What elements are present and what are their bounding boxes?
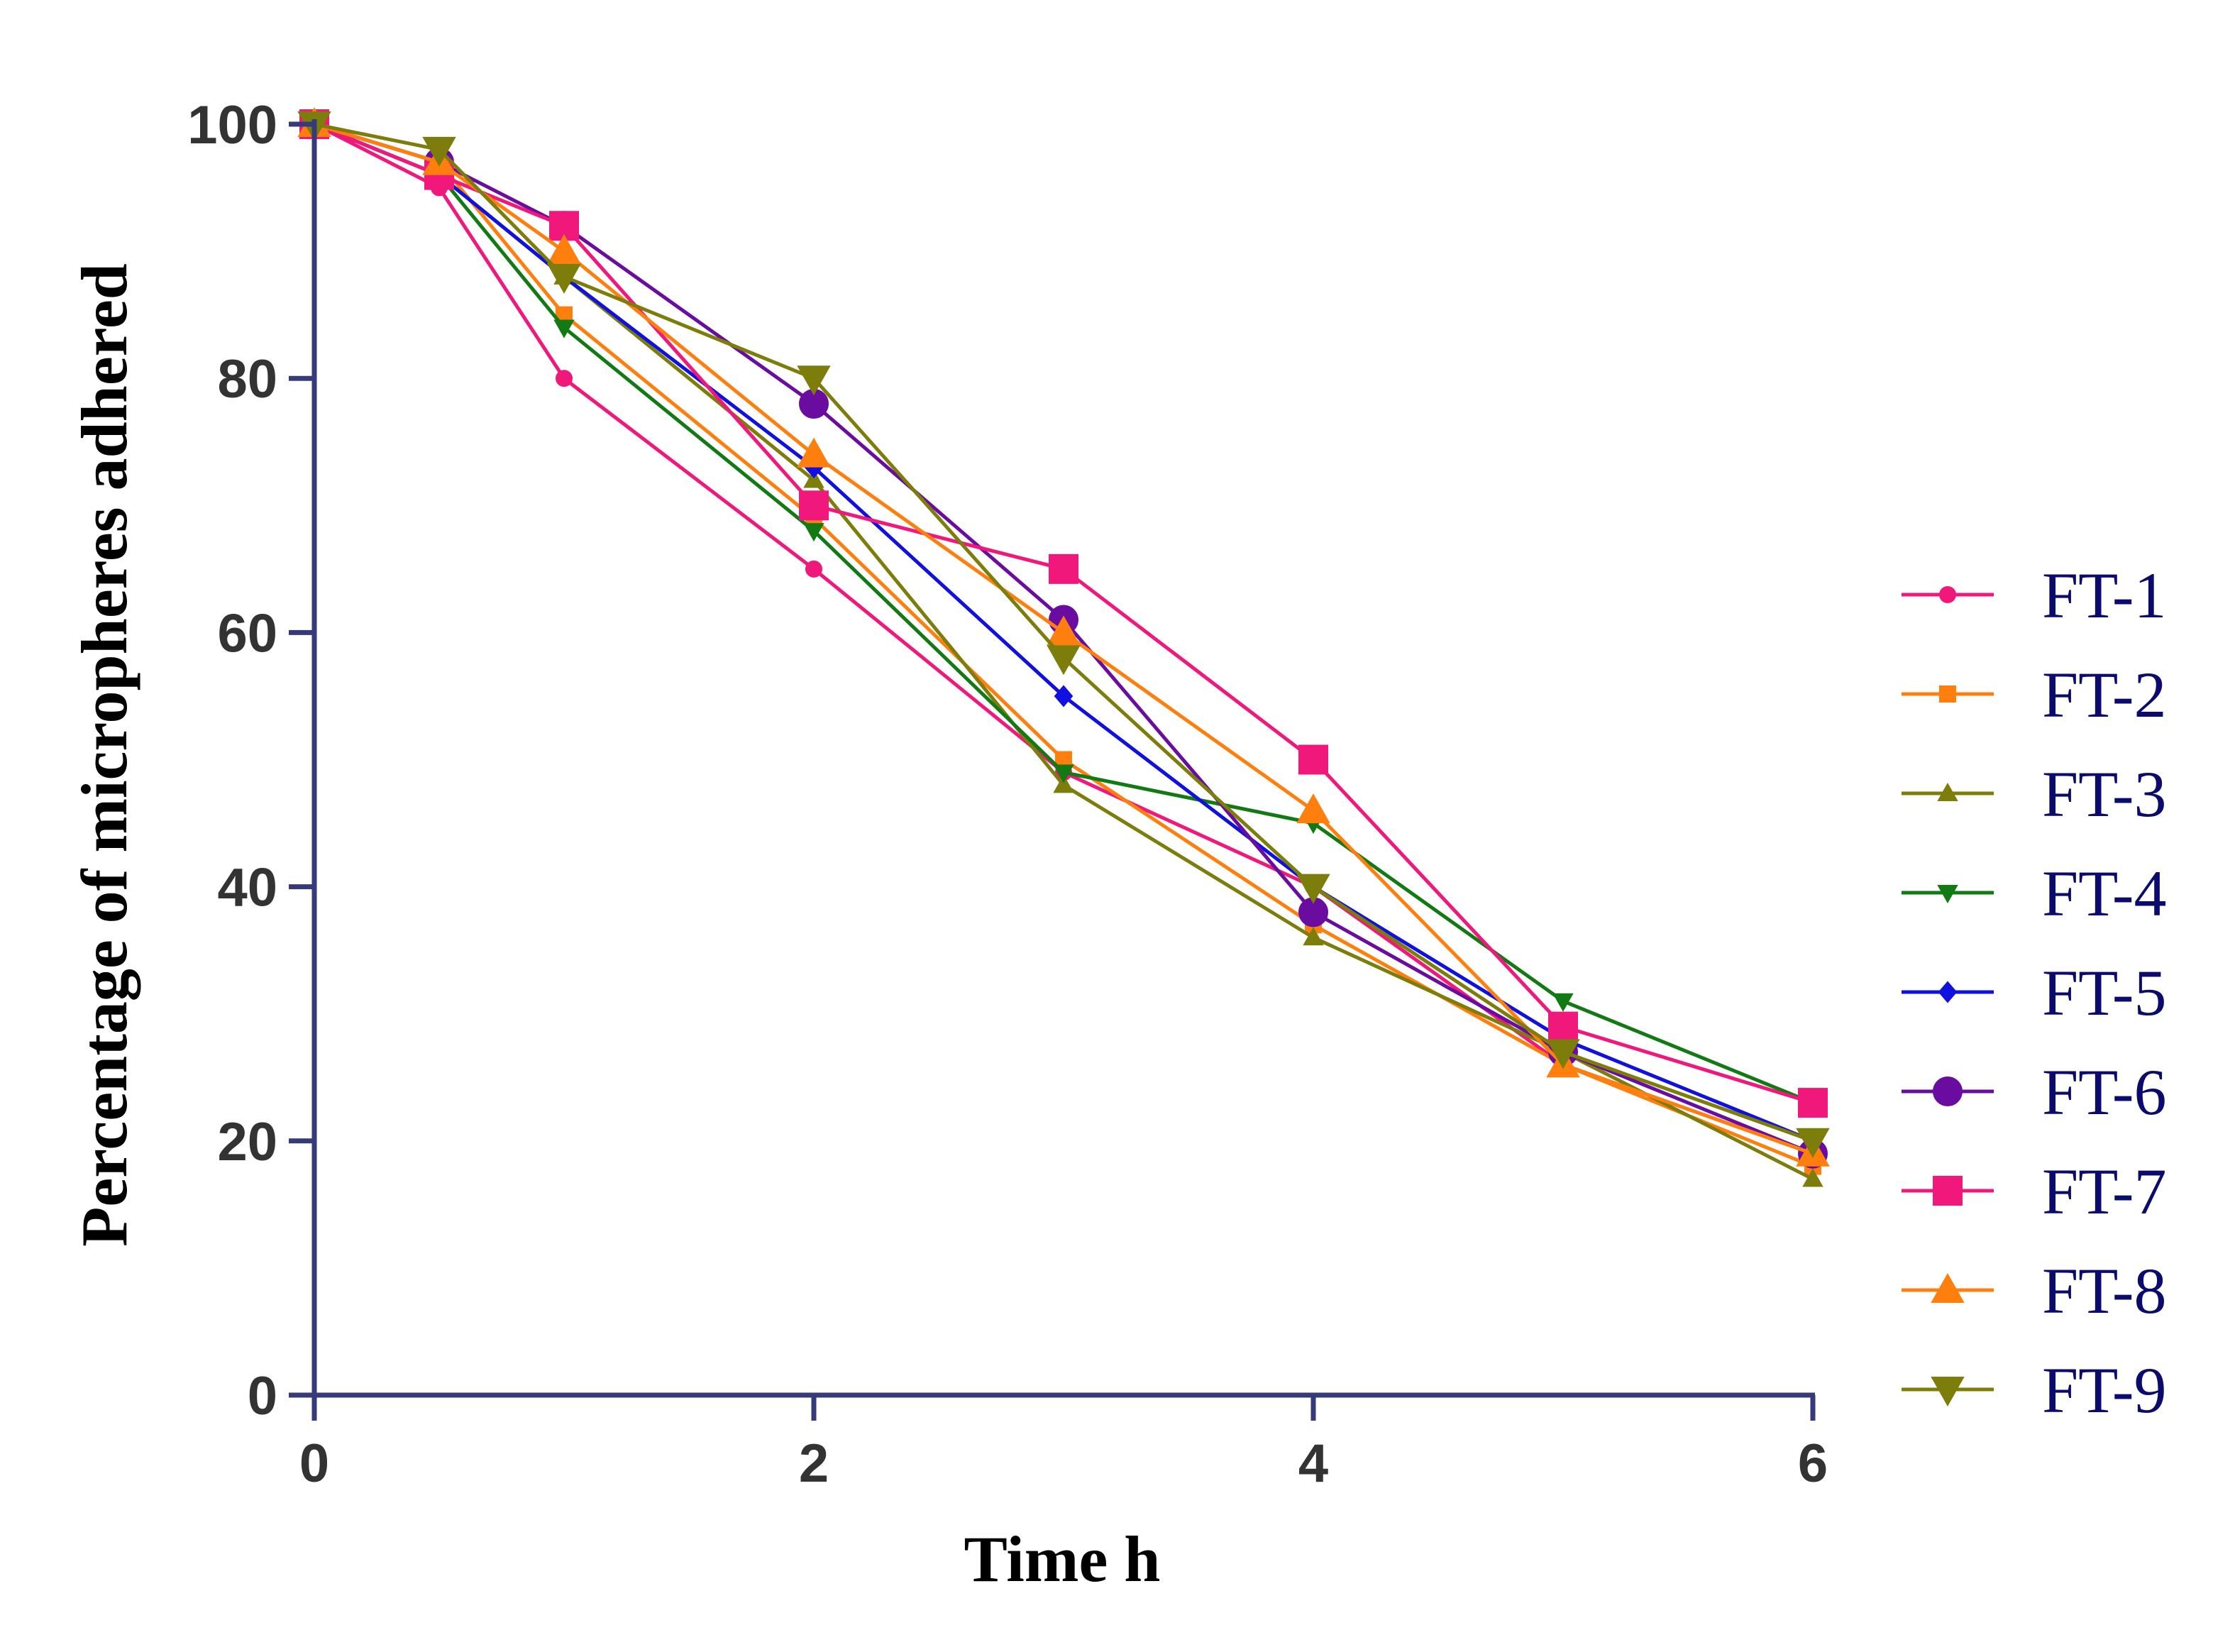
legend-item-ft-2: FT-2 xyxy=(1902,659,2167,731)
legend-label: FT-4 xyxy=(2042,857,2167,930)
x-tick-label: 6 xyxy=(1798,1433,1828,1494)
data-point-ft-7 xyxy=(1298,744,1328,775)
legend-item-ft-3: FT-3 xyxy=(1902,758,2167,830)
data-point-ft-9 xyxy=(1796,1128,1830,1158)
legend-marker xyxy=(1931,1272,1965,1303)
data-point-ft-9 xyxy=(1047,645,1081,676)
series-line-ft-9 xyxy=(314,122,1814,1143)
data-point-ft-3 xyxy=(1053,774,1074,793)
y-tick-label: 20 xyxy=(217,1112,277,1172)
data-point-ft-4 xyxy=(553,319,575,338)
legend-marker xyxy=(1933,1076,1963,1106)
data-point-ft-9 xyxy=(797,365,831,396)
data-point-ft-9 xyxy=(422,136,456,167)
y-tick-label: 100 xyxy=(187,95,277,155)
legend-item-ft-5: FT-5 xyxy=(1902,957,2167,1029)
data-point-ft-9 xyxy=(547,263,581,294)
x-tick-label: 4 xyxy=(1298,1433,1328,1494)
legend-marker xyxy=(1939,586,1956,603)
data-point-ft-9 xyxy=(1296,874,1330,904)
legend-marker xyxy=(1931,1377,1965,1407)
series-layer xyxy=(297,106,1830,1187)
y-tick-label: 40 xyxy=(217,858,277,918)
data-point-ft-5 xyxy=(1054,685,1074,707)
series-line-ft-7 xyxy=(314,122,1814,1105)
data-point-ft-1 xyxy=(805,560,822,578)
series-line-ft-2 xyxy=(314,122,1814,1168)
x-axis-title: Time h xyxy=(964,1523,1161,1595)
x-tick-label: 2 xyxy=(799,1433,829,1494)
data-point-ft-3 xyxy=(1303,927,1324,946)
data-point-ft-7 xyxy=(1548,1011,1578,1042)
legend-marker xyxy=(1937,885,1958,904)
legend-label: FT-7 xyxy=(2042,1155,2167,1228)
y-tick-label: 0 xyxy=(248,1366,277,1426)
legend-item-ft-8: FT-8 xyxy=(1902,1255,2167,1327)
legend: FT-1 FT-2 FT-3 FT-4 FT-5 FT-6 FT-7 FT-8 FT-9 xyxy=(1902,559,2167,1426)
data-point-ft-4 xyxy=(1053,764,1074,783)
axes-layer xyxy=(311,119,1815,1398)
legend-marker xyxy=(1939,685,1956,703)
legend-marker xyxy=(1938,981,1958,1003)
legend-item-ft-4: FT-4 xyxy=(1902,857,2167,930)
data-point-ft-7 xyxy=(1049,554,1078,584)
legend-label: FT-1 xyxy=(2042,559,2167,632)
y-tick-label: 80 xyxy=(217,349,277,409)
data-point-ft-4 xyxy=(803,523,824,542)
y-tick-label: 60 xyxy=(217,603,277,663)
data-point-ft-9 xyxy=(1546,1039,1580,1069)
data-point-ft-1 xyxy=(556,370,573,387)
series-line-ft-8 xyxy=(314,122,1814,1156)
data-point-ft-4 xyxy=(1552,993,1574,1012)
legend-label: FT-6 xyxy=(2042,1056,2167,1128)
legend-marker xyxy=(1933,1176,1963,1206)
legend-item-ft-9: FT-9 xyxy=(1902,1354,2167,1426)
y-axis-title: Percentage of micropheres adhered xyxy=(68,263,140,1247)
legend-label: FT-8 xyxy=(2042,1255,2167,1327)
data-point-ft-8 xyxy=(547,234,581,265)
legend-label: FT-3 xyxy=(2042,758,2167,830)
data-point-ft-8 xyxy=(1296,793,1330,824)
legend-item-ft-7: FT-7 xyxy=(1902,1155,2167,1228)
legend-item-ft-1: FT-1 xyxy=(1902,559,2167,632)
data-point-ft-8 xyxy=(1047,615,1081,646)
data-point-ft-8 xyxy=(797,437,831,468)
series-line-ft-1 xyxy=(313,122,1814,1156)
series-ft-8 xyxy=(297,106,1830,1167)
legend-marker xyxy=(1937,782,1958,801)
data-point-ft-7 xyxy=(1798,1088,1828,1118)
legend-label: FT-5 xyxy=(2042,957,2167,1029)
data-point-ft-3 xyxy=(1802,1168,1823,1187)
series-ft-9 xyxy=(297,111,1830,1158)
data-point-ft-7 xyxy=(799,490,829,521)
data-point-ft-3 xyxy=(803,469,824,488)
legend-label: FT-2 xyxy=(2042,659,2167,731)
series-line-ft-4 xyxy=(314,122,1814,1105)
x-tick-label: 0 xyxy=(299,1433,329,1494)
legend-item-ft-6: FT-6 xyxy=(1902,1056,2167,1128)
legend-label: FT-9 xyxy=(2042,1354,2167,1426)
series-line-ft-5 xyxy=(314,122,1814,1143)
